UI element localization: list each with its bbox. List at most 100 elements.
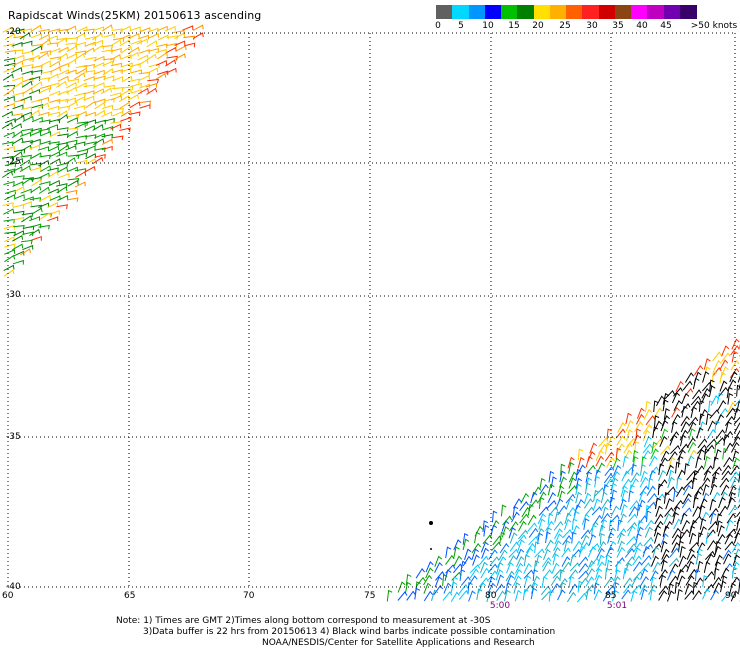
wind-barb [468, 590, 476, 602]
wind-barb [686, 455, 695, 467]
wind-barb [668, 575, 679, 586]
wind-barb [633, 547, 641, 559]
wind-barb [630, 590, 638, 602]
wind-barb [663, 513, 672, 525]
wind-barb [165, 46, 177, 54]
wind-barb [157, 70, 169, 76]
wind-barb [19, 165, 31, 173]
wind-barb [663, 492, 670, 504]
wind-barb [697, 560, 704, 573]
wind-barb [476, 588, 483, 600]
wind-barb [21, 128, 34, 133]
wind-barb [496, 574, 504, 586]
wind-barb [542, 560, 552, 572]
wind-barb [530, 491, 538, 504]
wind-barb [626, 429, 633, 441]
wind-barb [721, 352, 731, 363]
wind-barb [642, 443, 653, 454]
wind-barb [3, 218, 16, 224]
wind-barb [664, 389, 675, 400]
wind-barb [586, 560, 595, 572]
wind-barb [553, 540, 562, 552]
wind-barb [478, 555, 489, 566]
wind-barb [621, 489, 629, 502]
wind-barb [622, 455, 629, 468]
wind-barb [20, 201, 32, 207]
wind-barb [727, 497, 736, 509]
wind-barb [128, 46, 140, 54]
wind-barb [21, 239, 33, 245]
scale-swatch [484, 5, 502, 19]
wind-barb [714, 420, 720, 433]
wind-barb [716, 533, 726, 545]
wind-barb [695, 552, 702, 565]
wind-barb [580, 529, 591, 540]
wind-barb [653, 400, 659, 413]
wind-barb [12, 49, 24, 55]
wind-barb [92, 32, 103, 41]
wind-barb [587, 451, 596, 463]
wind-barb [617, 532, 625, 544]
chart-title: Rapidscat Winds(25KM) 20150613 ascending [8, 9, 262, 22]
wind-barb [530, 582, 539, 594]
wind-barb [39, 194, 51, 202]
wind-barb [681, 497, 692, 509]
wind-barb [662, 525, 670, 538]
wind-barb [693, 577, 704, 588]
wind-barb [672, 512, 680, 524]
wind-barb [589, 442, 598, 454]
wind-barb [20, 144, 32, 152]
wind-barb [585, 464, 596, 475]
wind-barb [661, 548, 670, 560]
wind-barb [482, 534, 493, 545]
wind-barb [609, 496, 615, 509]
wind-barb [67, 179, 79, 187]
wind-barb [589, 521, 599, 532]
wind-barb [146, 87, 158, 95]
wind-barb [594, 568, 603, 580]
scale-label: 35 [612, 21, 624, 31]
wind-barb [589, 557, 600, 568]
wind-barb [695, 456, 702, 469]
wind-barb [688, 421, 697, 433]
wind-barb [192, 24, 204, 31]
wind-barb [519, 501, 529, 512]
wind-barb [442, 574, 448, 586]
wind-barb [165, 67, 177, 74]
wind-barb [147, 48, 160, 53]
wind-barb [121, 86, 134, 91]
wind-barb [2, 73, 14, 81]
wind-barb [66, 53, 78, 60]
wind-barb [103, 75, 115, 81]
wind-barb [708, 507, 719, 518]
wind-barb [734, 527, 740, 539]
wind-barb [164, 25, 176, 32]
wind-barb [3, 208, 15, 215]
wind-barb [85, 100, 97, 109]
wind-barb [611, 470, 620, 482]
wind-barb [83, 75, 95, 82]
wind-barb [626, 543, 637, 554]
wind-barb [703, 561, 711, 574]
wind-barb [129, 101, 141, 109]
wind-barb [627, 525, 636, 537]
wind-barb [704, 550, 716, 561]
wind-barb [692, 389, 702, 400]
wind-barb [111, 69, 123, 74]
wind-barb [22, 177, 33, 185]
wind-barb [721, 345, 730, 357]
wind-barb [671, 392, 681, 404]
wind-barb [552, 569, 563, 579]
wind-barb [684, 372, 694, 383]
wind-barb [716, 513, 723, 525]
wind-barb [483, 524, 490, 537]
wind-barb [653, 525, 661, 537]
wind-barb [4, 62, 16, 68]
scale-label: 25 [559, 21, 571, 31]
wind-barb [514, 589, 522, 602]
wind-barb [595, 449, 605, 461]
wind-barb [585, 588, 593, 600]
wind-barb [561, 547, 571, 558]
wind-barb [704, 444, 715, 455]
wind-barb [690, 395, 701, 406]
